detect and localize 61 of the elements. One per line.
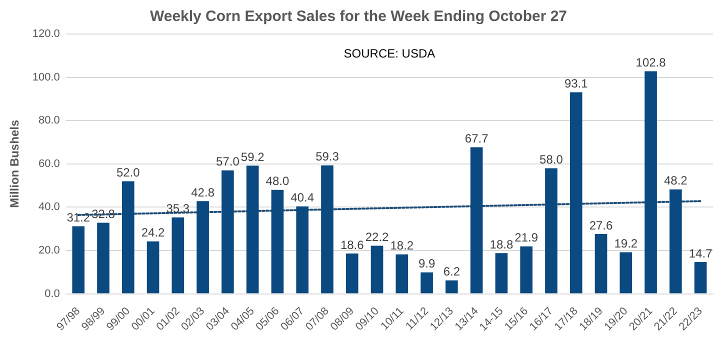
data-label: 59.3	[316, 150, 340, 164]
data-label: 22.2	[365, 230, 390, 244]
data-label: 48.0	[266, 174, 290, 188]
bar	[420, 272, 433, 294]
bar	[146, 241, 160, 294]
annotation: SOURCE: USDA	[344, 46, 436, 60]
data-label: 21.9	[514, 230, 538, 245]
bar	[296, 206, 309, 294]
data-label: 52.0	[116, 166, 140, 180]
y-tick-label: 0.0	[44, 288, 60, 300]
data-label: 18.2	[390, 238, 414, 253]
bar	[321, 165, 334, 294]
data-label: 102.8	[636, 56, 666, 70]
data-label: 42.8	[191, 185, 215, 200]
data-label: 67.7	[464, 132, 489, 146]
y-tick-label: 80.0	[38, 114, 60, 127]
bar	[346, 254, 358, 294]
bar	[370, 246, 384, 294]
data-label: 14.7	[688, 246, 713, 260]
bar	[222, 170, 234, 294]
bar	[72, 226, 85, 294]
y-tick-label: 100.0	[32, 71, 60, 84]
data-label: 93.1	[564, 76, 588, 91]
y-tick-label: 60.0	[38, 158, 60, 170]
data-label: 57.0	[216, 154, 240, 169]
bar	[172, 217, 184, 294]
y-tick-label: 120.0	[32, 28, 60, 40]
data-label: 48.2	[664, 174, 688, 188]
data-label: 31.2	[66, 210, 90, 225]
bar	[594, 234, 608, 294]
bar	[545, 168, 558, 294]
bar	[271, 190, 284, 294]
bar	[495, 253, 508, 294]
y-axis-title: Million Bushels	[8, 120, 22, 208]
data-label: 19.2	[614, 236, 638, 251]
bar	[694, 262, 707, 294]
y-tick-label: 40.0	[38, 201, 60, 214]
bar	[520, 246, 533, 294]
bar	[470, 147, 483, 294]
data-label: 40.4	[290, 190, 314, 205]
data-label: 18.6	[340, 238, 364, 252]
bar	[97, 222, 110, 294]
bar	[644, 71, 657, 294]
data-label: 24.2	[141, 226, 166, 240]
bar	[446, 280, 458, 294]
data-label: 35.3	[166, 202, 190, 216]
data-label: 59.2	[240, 150, 265, 164]
data-label: 18.8	[490, 237, 514, 252]
data-label: 6.2	[443, 264, 460, 279]
data-label: 9.9	[418, 256, 436, 271]
bar	[122, 181, 134, 294]
bar	[246, 166, 259, 294]
bar	[670, 189, 682, 294]
chart-title: Weekly Corn Export Sales for the Week Ending October 27	[150, 8, 568, 26]
data-label: 58.0	[540, 152, 564, 167]
bar	[570, 92, 582, 294]
bar	[196, 201, 209, 294]
y-tick-label: 20.0	[38, 244, 60, 257]
bar	[620, 252, 632, 294]
bar	[396, 254, 408, 294]
data-label: 27.6	[589, 218, 614, 232]
